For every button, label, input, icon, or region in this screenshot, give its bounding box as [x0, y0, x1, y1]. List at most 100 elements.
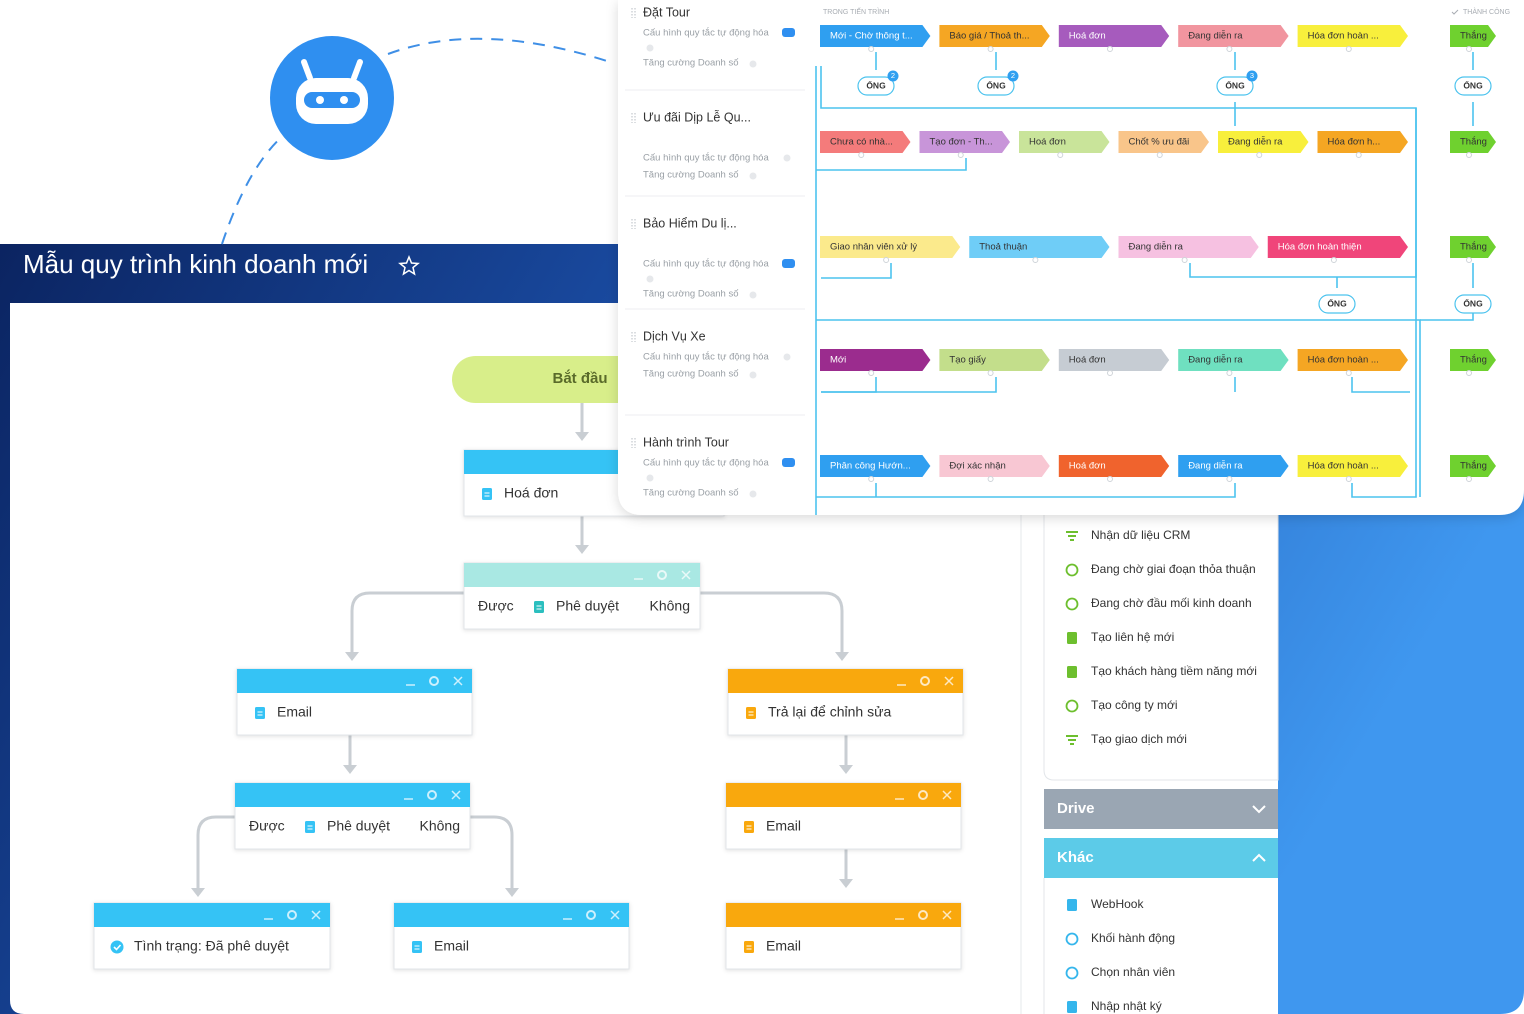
stage-chip[interactable]: [939, 455, 1050, 477]
won-chip[interactable]: [1450, 236, 1496, 258]
pipe-pill[interactable]: [977, 76, 1015, 96]
stage-chip[interactable]: [820, 25, 931, 47]
chevron[interactable]: [1252, 853, 1266, 862]
section-title[interactable]: Khác: [1057, 849, 1094, 866]
settings-icon[interactable]: [287, 910, 297, 920]
stage-chip[interactable]: [1118, 131, 1210, 153]
stage-chip[interactable]: [1297, 349, 1408, 371]
decision-no[interactable]: Không: [650, 598, 690, 614]
stage-chip[interactable]: [1178, 455, 1289, 477]
close-icon[interactable]: [451, 790, 461, 800]
stage-dot: [868, 46, 875, 52]
won-chip[interactable]: [1450, 131, 1496, 153]
section-title[interactable]: Drive: [1057, 800, 1095, 817]
favorite-star[interactable]: [398, 255, 420, 276]
sidebar-item[interactable]: Tạo khách hàng tiềm năng mới: [1091, 664, 1257, 678]
close-icon[interactable]: [942, 790, 952, 800]
settings-icon[interactable]: [918, 910, 928, 920]
stage-chip[interactable]: [919, 131, 1011, 153]
stage-chip[interactable]: [939, 25, 1050, 47]
pipeline-name[interactable]: Ưu đãi Dịp Lễ Qu...: [643, 109, 751, 124]
sidebar-item[interactable]: WebHook: [1091, 897, 1144, 911]
boost-label[interactable]: Tăng cường Doanh số: [643, 369, 739, 380]
boost-label[interactable]: Tăng cường Doanh số: [643, 170, 739, 181]
stage-chip[interactable]: [939, 349, 1050, 371]
chevron[interactable]: [1252, 805, 1266, 814]
sidebar-item[interactable]: Tạo giao dịch mới: [1091, 732, 1187, 746]
pipeline-name[interactable]: Đặt Tour: [643, 5, 690, 19]
sidebar-item[interactable]: Tạo công ty mới: [1091, 698, 1178, 712]
stage-chip[interactable]: [820, 349, 931, 371]
close-icon[interactable]: [944, 676, 954, 686]
sidebar-item[interactable]: Nhập nhật ký: [1091, 999, 1162, 1013]
sidebar-item[interactable]: Khối hành động: [1091, 931, 1175, 945]
stage-chip[interactable]: [1019, 131, 1110, 153]
stage-chip[interactable]: [1267, 236, 1408, 258]
stage-chip-label: Hoá đơn: [1069, 461, 1106, 472]
boost-label[interactable]: Tăng cường Doanh số: [643, 58, 739, 69]
stage-chip[interactable]: [1297, 455, 1408, 477]
section-header[interactable]: [1044, 838, 1278, 878]
close-icon[interactable]: [610, 910, 620, 920]
sidebar-item[interactable]: Nhận dữ liệu CRM: [1091, 528, 1190, 542]
won-chip[interactable]: [1450, 349, 1496, 371]
close-icon[interactable]: [453, 676, 463, 686]
boost-label[interactable]: Tăng cường Doanh số: [643, 488, 739, 499]
close-icon[interactable]: [311, 910, 321, 920]
settings-icon[interactable]: [920, 676, 930, 686]
pipe-pill[interactable]: [857, 76, 895, 96]
sidebar-item[interactable]: Chọn nhân viên: [1091, 965, 1175, 979]
stage-chip[interactable]: [1218, 131, 1309, 153]
doc-icon: [305, 821, 315, 833]
pipeline-name[interactable]: Dịch Vụ Xe: [643, 329, 706, 343]
settings-icon[interactable]: [586, 910, 596, 920]
stage-chip[interactable]: [1178, 349, 1289, 371]
settings-icon[interactable]: [657, 570, 667, 580]
section-header[interactable]: [1044, 789, 1278, 829]
decision-yes[interactable]: Được: [478, 598, 514, 614]
rule-label[interactable]: Cấu hình quy tắc tự động hóa: [643, 259, 769, 270]
stage-chip[interactable]: [1058, 349, 1170, 371]
success-header: THÀNH CÔNG: [1463, 7, 1510, 16]
stage-chip-label: Hoá đơn: [1029, 137, 1066, 148]
stage-chip[interactable]: [820, 455, 931, 477]
close-icon[interactable]: [681, 570, 691, 580]
stage-chip[interactable]: [1317, 131, 1409, 153]
sidebar-item[interactable]: Tạo liên hệ mới: [1091, 630, 1174, 644]
sidebar-item[interactable]: Đang chờ đầu mối kinh doanh: [1091, 596, 1252, 610]
decision-no[interactable]: Không: [420, 818, 460, 834]
boost-label[interactable]: Tăng cường Doanh số: [643, 289, 739, 300]
sidebar-item[interactable]: Đang chờ giai đoạn thỏa thuận: [1091, 562, 1256, 576]
rule-label[interactable]: Cấu hình quy tắc tự động hóa: [643, 28, 769, 39]
settings-icon[interactable]: [918, 790, 928, 800]
item-icon: [1065, 966, 1079, 980]
stage-dot: [1156, 152, 1163, 158]
won-chip[interactable]: [1450, 25, 1496, 47]
start-label: Bắt đầu: [552, 369, 607, 387]
stage-chip[interactable]: [820, 236, 961, 258]
rule-label[interactable]: Cấu hình quy tắc tự động hóa: [643, 352, 769, 363]
stage-chip[interactable]: [820, 131, 911, 153]
stage-chip[interactable]: [1178, 25, 1289, 47]
pipe-pill[interactable]: [1216, 76, 1254, 96]
settings-icon[interactable]: [429, 676, 439, 686]
stage-chip[interactable]: [1118, 236, 1259, 258]
settings-icon[interactable]: [427, 790, 437, 800]
pipeline-name[interactable]: Hành trình Tour: [643, 435, 729, 449]
rule-label[interactable]: Cấu hình quy tắc tự động hóa: [643, 458, 769, 469]
doc-icon-lines: [746, 945, 752, 950]
pipe-pill[interactable]: [1318, 294, 1356, 314]
node-label: Email: [434, 938, 469, 954]
stage-chip[interactable]: [1058, 25, 1170, 47]
pipe-pill[interactable]: [1454, 294, 1492, 314]
pipe-pill[interactable]: [1454, 76, 1492, 96]
rule-label[interactable]: Cấu hình quy tắc tự động hóa: [643, 153, 769, 164]
stage-chip[interactable]: [1058, 455, 1170, 477]
stage-dot: [1256, 152, 1263, 158]
stage-chip[interactable]: [969, 236, 1110, 258]
decision-yes[interactable]: Được: [249, 818, 285, 834]
pipeline-name[interactable]: Bảo Hiểm Du lị...: [643, 216, 737, 230]
won-chip[interactable]: [1450, 455, 1496, 477]
stage-chip[interactable]: [1297, 25, 1408, 47]
close-icon[interactable]: [942, 910, 952, 920]
